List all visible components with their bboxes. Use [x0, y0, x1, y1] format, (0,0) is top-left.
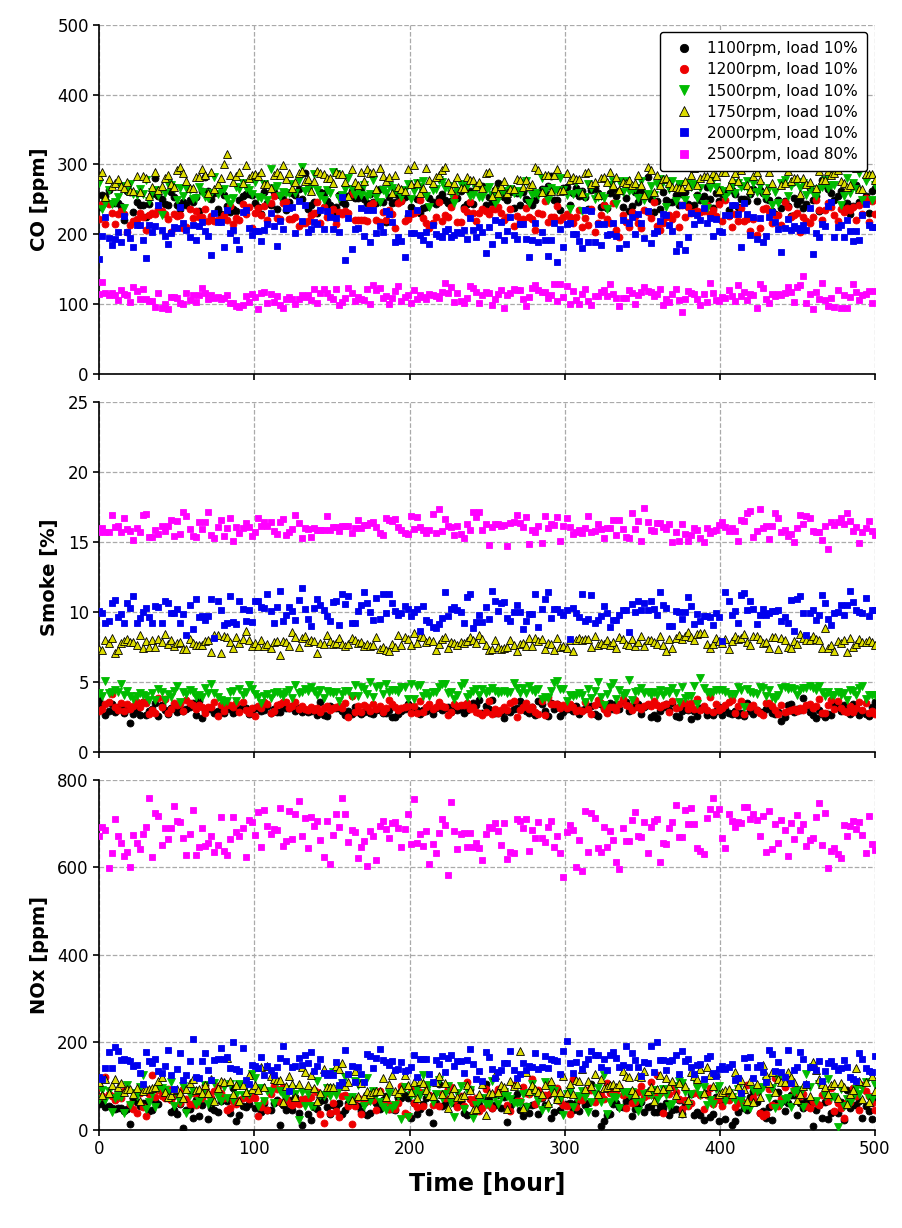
- Legend: 1100rpm, load 10%, 1200rpm, load 10%, 1500rpm, load 10%, 1750rpm, load 10%, 2000: 1100rpm, load 10%, 1200rpm, load 10%, 15…: [660, 32, 868, 171]
- Y-axis label: NOx [ppm]: NOx [ppm]: [30, 896, 49, 1014]
- X-axis label: Time [hour]: Time [hour]: [409, 1172, 566, 1196]
- Y-axis label: CO [ppm]: CO [ppm]: [30, 147, 49, 252]
- Y-axis label: Smoke [%]: Smoke [%]: [41, 518, 60, 636]
